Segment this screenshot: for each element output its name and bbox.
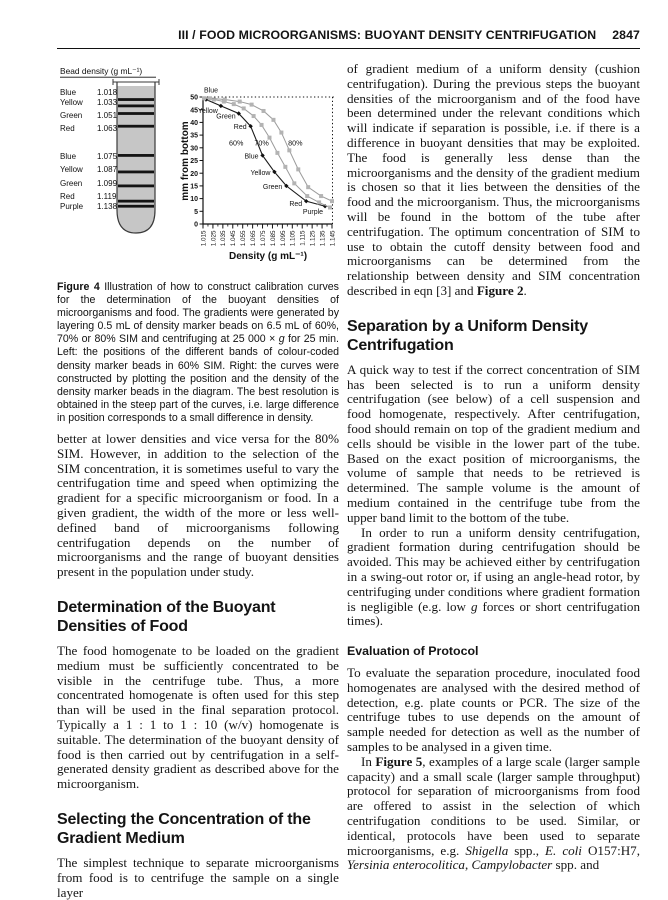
svg-text:1.025: 1.025 (210, 230, 217, 246)
svg-text:Green: Green (60, 111, 82, 120)
svg-text:Yellow: Yellow (60, 165, 83, 174)
tube-band-blue (118, 154, 154, 157)
svg-text:1.033: 1.033 (97, 98, 118, 107)
svg-text:Red: Red (60, 192, 75, 201)
paragraph: The food homogenate to be loaded on the … (57, 643, 339, 792)
paragraph: A quick way to test if the correct conce… (347, 361, 640, 525)
svg-text:50: 50 (190, 95, 198, 102)
svg-text:1.063: 1.063 (97, 124, 118, 133)
svg-text:Red: Red (60, 124, 75, 133)
svg-text:Blue: Blue (204, 88, 218, 95)
svg-text:35: 35 (190, 133, 198, 140)
tube-band-red (118, 199, 154, 203)
svg-text:60%: 60% (229, 138, 244, 147)
section-heading-selecting-concentration: Selecting the Concentration of the Gradi… (57, 810, 311, 847)
svg-text:1.055: 1.055 (240, 230, 247, 246)
svg-text:1.099: 1.099 (97, 179, 118, 188)
svg-text:1.105: 1.105 (290, 230, 297, 246)
svg-text:mm from bottom: mm from bottom (180, 121, 191, 201)
tube-band-yellow (118, 104, 154, 108)
section-heading-uniform-density: Separation by a Uniform Density Centrifu… (347, 317, 588, 354)
svg-text:30: 30 (190, 145, 198, 152)
page-number: 2847 (612, 28, 640, 42)
svg-text:Green: Green (60, 179, 82, 188)
svg-text:5: 5 (194, 209, 198, 216)
svg-text:Red: Red (234, 124, 247, 131)
figure4: Bead density (g mL⁻¹) Blue 1.018 Yellow 1.03… (57, 62, 339, 425)
svg-text:Green: Green (263, 184, 283, 191)
svg-text:1.145: 1.145 (329, 230, 336, 246)
svg-text:1.087: 1.087 (97, 165, 118, 174)
svg-text:1.018: 1.018 (97, 88, 118, 97)
tube-band-red (118, 124, 154, 128)
paragraph: In order to run a uniform density centri… (347, 524, 640, 629)
svg-text:1.065: 1.065 (250, 230, 257, 246)
subsection-heading-evaluation: Evaluation of Protocol (347, 644, 479, 659)
svg-text:45: 45 (190, 107, 198, 114)
svg-text:1.095: 1.095 (280, 230, 287, 246)
paragraph: The simplest technique to separate micro… (57, 854, 339, 900)
section-heading-buoyant-densities: Determination of the Buoyant Densities o… (57, 599, 276, 635)
svg-text:1.085: 1.085 (270, 230, 277, 246)
svg-text:1.138: 1.138 (97, 202, 118, 211)
svg-text:1.119: 1.119 (97, 192, 117, 201)
svg-text:1.115: 1.115 (300, 230, 307, 246)
svg-text:Blue: Blue (245, 153, 259, 160)
running-head: III / FOOD MICROORGANISMS: BUOYANT DENSI… (57, 28, 640, 42)
svg-text:Blue: Blue (60, 152, 77, 161)
svg-text:70%: 70% (254, 138, 269, 147)
svg-text:Purple: Purple (303, 209, 323, 216)
svg-text:Blue: Blue (60, 88, 77, 97)
svg-text:Yellow: Yellow (60, 98, 83, 107)
tube-band-purple (118, 204, 154, 208)
svg-text:Yellow: Yellow (250, 170, 271, 177)
svg-text:40: 40 (190, 120, 198, 127)
svg-text:Red: Red (289, 201, 302, 208)
svg-text:Bead density (g mL⁻¹): Bead density (g mL⁻¹) (60, 66, 142, 76)
svg-text:80%: 80% (288, 138, 303, 147)
paragraph: of gradient medium of a uniform density … (347, 61, 640, 298)
header-rule (57, 48, 640, 49)
paragraph: In Figure 5, examples of a large scale (… (347, 753, 640, 873)
paragraph: better at lower densities and vice versa… (57, 431, 339, 580)
paragraph: To evaluate the separation procedure, in… (347, 665, 640, 755)
svg-text:1.045: 1.045 (230, 230, 237, 246)
svg-text:1.035: 1.035 (220, 230, 227, 246)
svg-text:20: 20 (190, 171, 198, 178)
figure4-graphic: Bead density (g mL⁻¹) Blue 1.018 Yellow 1.03… (60, 66, 336, 262)
left-column: Bead density (g mL⁻¹) Blue 1.018 Yellow 1.03… (57, 62, 339, 900)
svg-text:1.051: 1.051 (97, 111, 118, 120)
running-title: III / FOOD MICROORGANISMS: BUOYANT DENSI… (178, 28, 597, 42)
tube-band-green (118, 112, 154, 115)
svg-text:1.135: 1.135 (319, 230, 326, 246)
tube-band-green (118, 184, 154, 188)
svg-text:1.075: 1.075 (260, 230, 267, 246)
curve-80% (209, 97, 333, 202)
svg-text:Purple: Purple (60, 202, 84, 211)
svg-text:Density (g mL⁻¹): Density (g mL⁻¹) (229, 251, 307, 262)
tube-band-blue (118, 98, 154, 101)
bead-density-legend: Bead density (g mL⁻¹) Blue 1.018 Yellow 1.03… (60, 66, 156, 211)
svg-text:1.125: 1.125 (310, 230, 317, 246)
svg-text:10: 10 (190, 196, 198, 203)
svg-text:15: 15 (190, 184, 198, 191)
svg-text:Green: Green (216, 114, 236, 121)
centrifuge-tube-diagram (112, 79, 160, 234)
svg-text:25: 25 (190, 158, 198, 165)
svg-text:Yellow: Yellow (198, 108, 219, 115)
svg-text:1.075: 1.075 (97, 152, 118, 161)
right-column: of gradient medium of a uniform density … (347, 61, 640, 873)
svg-text:0: 0 (194, 222, 198, 229)
tube-band-yellow (118, 170, 154, 174)
figure4-caption: Figure 4 Illustration of how to construc… (57, 281, 339, 424)
svg-text:1.015: 1.015 (200, 230, 207, 246)
calibration-chart: 0 5 10 15 20 25 30 35 40 45 50 1.015 1.025 1.035 1.045… (180, 88, 336, 262)
